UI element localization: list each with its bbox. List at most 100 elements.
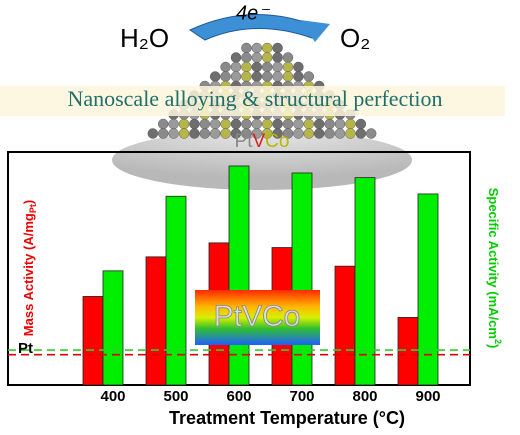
atom	[262, 42, 273, 54]
x-tick-label: 700	[289, 388, 314, 405]
atom	[241, 71, 252, 82]
atom	[251, 128, 262, 139]
product: O₂	[340, 23, 370, 53]
atom	[314, 118, 325, 130]
plot	[8, 165, 470, 386]
y2-label-text: Specific Activity (mA/cm	[486, 188, 501, 339]
x-tick-label: 800	[352, 388, 377, 405]
atom	[345, 118, 356, 130]
atom	[157, 118, 169, 130]
atom	[230, 128, 242, 139]
atom	[303, 118, 314, 130]
atom	[282, 61, 294, 73]
reference-label: Pt	[18, 340, 33, 357]
atom	[262, 71, 273, 82]
x-tick-label: 900	[415, 388, 440, 405]
y2-axis-label: Specific Activity (mA/cm2)	[486, 188, 503, 349]
atom	[230, 71, 242, 82]
atom	[262, 61, 273, 73]
atom	[241, 42, 252, 54]
y-label-sub: Pt	[28, 204, 38, 213]
y-label-text: Mass Activity (A/mg	[21, 213, 36, 336]
atom	[168, 118, 179, 130]
pt: Pt	[235, 131, 254, 152]
electrons: 4e⁻	[236, 2, 270, 24]
atom	[230, 52, 242, 63]
x-tick-label: 400	[100, 388, 125, 405]
atom	[293, 61, 304, 73]
arrow-head	[300, 20, 330, 42]
bar	[102, 270, 124, 386]
atom	[157, 128, 169, 139]
bar	[145, 256, 167, 386]
atom	[189, 128, 200, 139]
x-axis-label: Treatment Temperature (°C)	[169, 408, 405, 428]
atom	[345, 128, 356, 139]
atom	[355, 128, 366, 139]
badge: PtVCo	[214, 300, 301, 333]
v: V	[252, 131, 265, 152]
atom	[272, 42, 283, 54]
atom	[241, 52, 252, 63]
atom	[324, 128, 335, 139]
atom	[262, 128, 273, 139]
atom	[251, 61, 262, 73]
atom	[272, 71, 283, 82]
bar	[82, 296, 104, 386]
atom	[272, 118, 283, 130]
atom	[324, 118, 335, 130]
atom	[230, 61, 242, 73]
atom	[282, 71, 294, 82]
atom	[178, 128, 190, 139]
atom	[355, 118, 366, 130]
atom	[147, 128, 159, 139]
banner-bg	[0, 86, 505, 116]
x-tick-label: 600	[226, 388, 251, 405]
atom	[303, 71, 314, 82]
atom	[272, 128, 283, 139]
bar	[397, 317, 419, 386]
atom	[220, 118, 231, 130]
banner: Nanoscale alloying & structural perfecti…	[67, 86, 442, 111]
atom	[241, 118, 252, 130]
atom	[220, 61, 231, 73]
atom	[334, 118, 346, 130]
atom	[178, 118, 190, 130]
atom	[262, 52, 273, 63]
illustration	[112, 42, 412, 190]
atom	[199, 118, 211, 130]
atom	[220, 128, 231, 139]
atom	[272, 52, 283, 63]
atom	[199, 128, 211, 139]
x-tick-label: 500	[163, 388, 188, 405]
atom	[241, 61, 252, 73]
co: Co	[265, 131, 289, 152]
atom	[251, 71, 262, 82]
atom	[241, 128, 252, 139]
bar	[165, 195, 187, 386]
reactant: H₂O	[120, 23, 169, 53]
atom	[293, 71, 304, 82]
atom	[251, 118, 262, 130]
atom	[366, 128, 377, 139]
atom	[272, 61, 283, 73]
atom	[251, 52, 262, 63]
bar	[354, 177, 376, 386]
atom	[168, 128, 179, 139]
atom	[334, 128, 346, 139]
atom	[209, 71, 221, 82]
atom	[314, 128, 325, 139]
bar	[291, 172, 313, 386]
atom	[303, 128, 314, 139]
atom	[209, 118, 221, 130]
y-label-end: )	[21, 200, 36, 204]
atom	[293, 118, 304, 130]
alloy-label: PtVCo	[235, 131, 290, 152]
support	[112, 130, 412, 190]
atom	[282, 118, 294, 130]
atom	[282, 52, 294, 63]
bar	[417, 193, 439, 386]
y-axis-label: Mass Activity (A/mgPt)	[21, 200, 38, 336]
atom	[209, 128, 221, 139]
